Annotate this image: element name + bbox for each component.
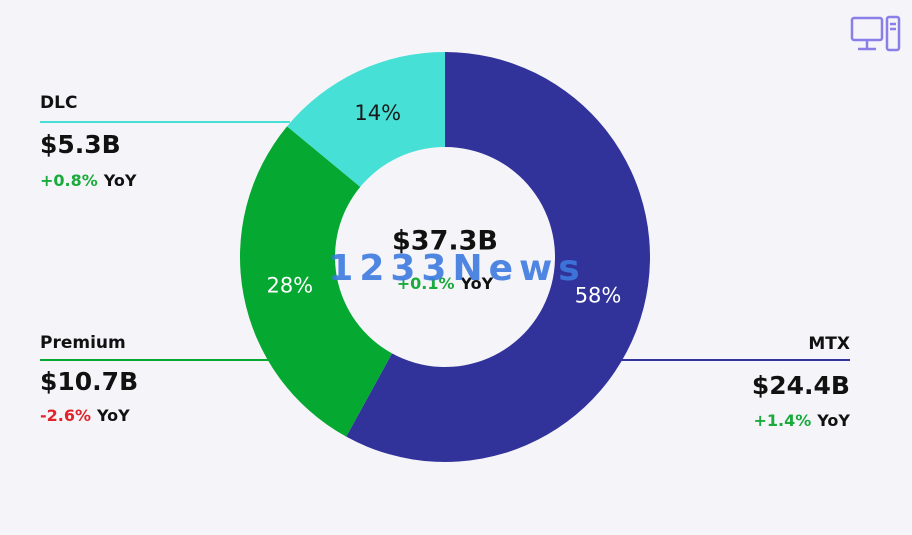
segment-change: +0.8% YoY bbox=[40, 171, 137, 190]
legend-label: DLC bbox=[40, 93, 77, 113]
pie-slice bbox=[240, 126, 393, 437]
segment-change-value: -2.6% bbox=[40, 406, 91, 425]
total-change-value: +0.1% bbox=[397, 274, 455, 293]
slice-label: 28% bbox=[266, 274, 313, 298]
legend-label: MTX bbox=[808, 334, 850, 354]
segment-change-unit: YoY bbox=[103, 171, 137, 190]
device-icon bbox=[850, 15, 901, 52]
slice-label: 14% bbox=[354, 101, 401, 125]
segment-amount: $24.4B bbox=[752, 371, 850, 400]
segment-amount: $5.3B bbox=[40, 130, 121, 159]
legend-label: Premium bbox=[40, 333, 126, 353]
watermark: 1233News bbox=[328, 248, 585, 289]
pie-slice bbox=[287, 52, 445, 187]
segment-change: -2.6% YoY bbox=[40, 406, 130, 425]
total-amount: $37.3B bbox=[392, 226, 498, 257]
total-change: +0.1% YoY bbox=[397, 274, 494, 293]
segment-change-unit: YoY bbox=[96, 406, 130, 425]
total-change-unit: YoY bbox=[460, 274, 494, 293]
segment-amount: $10.7B bbox=[40, 367, 138, 396]
segment-change-value: +0.8% bbox=[40, 171, 98, 190]
segment-change: +1.4% YoY bbox=[754, 411, 851, 430]
slice-label: 58% bbox=[575, 283, 622, 307]
pie-slice bbox=[346, 52, 650, 462]
segment-change-value: +1.4% bbox=[754, 411, 812, 430]
segment-change-unit: YoY bbox=[816, 411, 850, 430]
